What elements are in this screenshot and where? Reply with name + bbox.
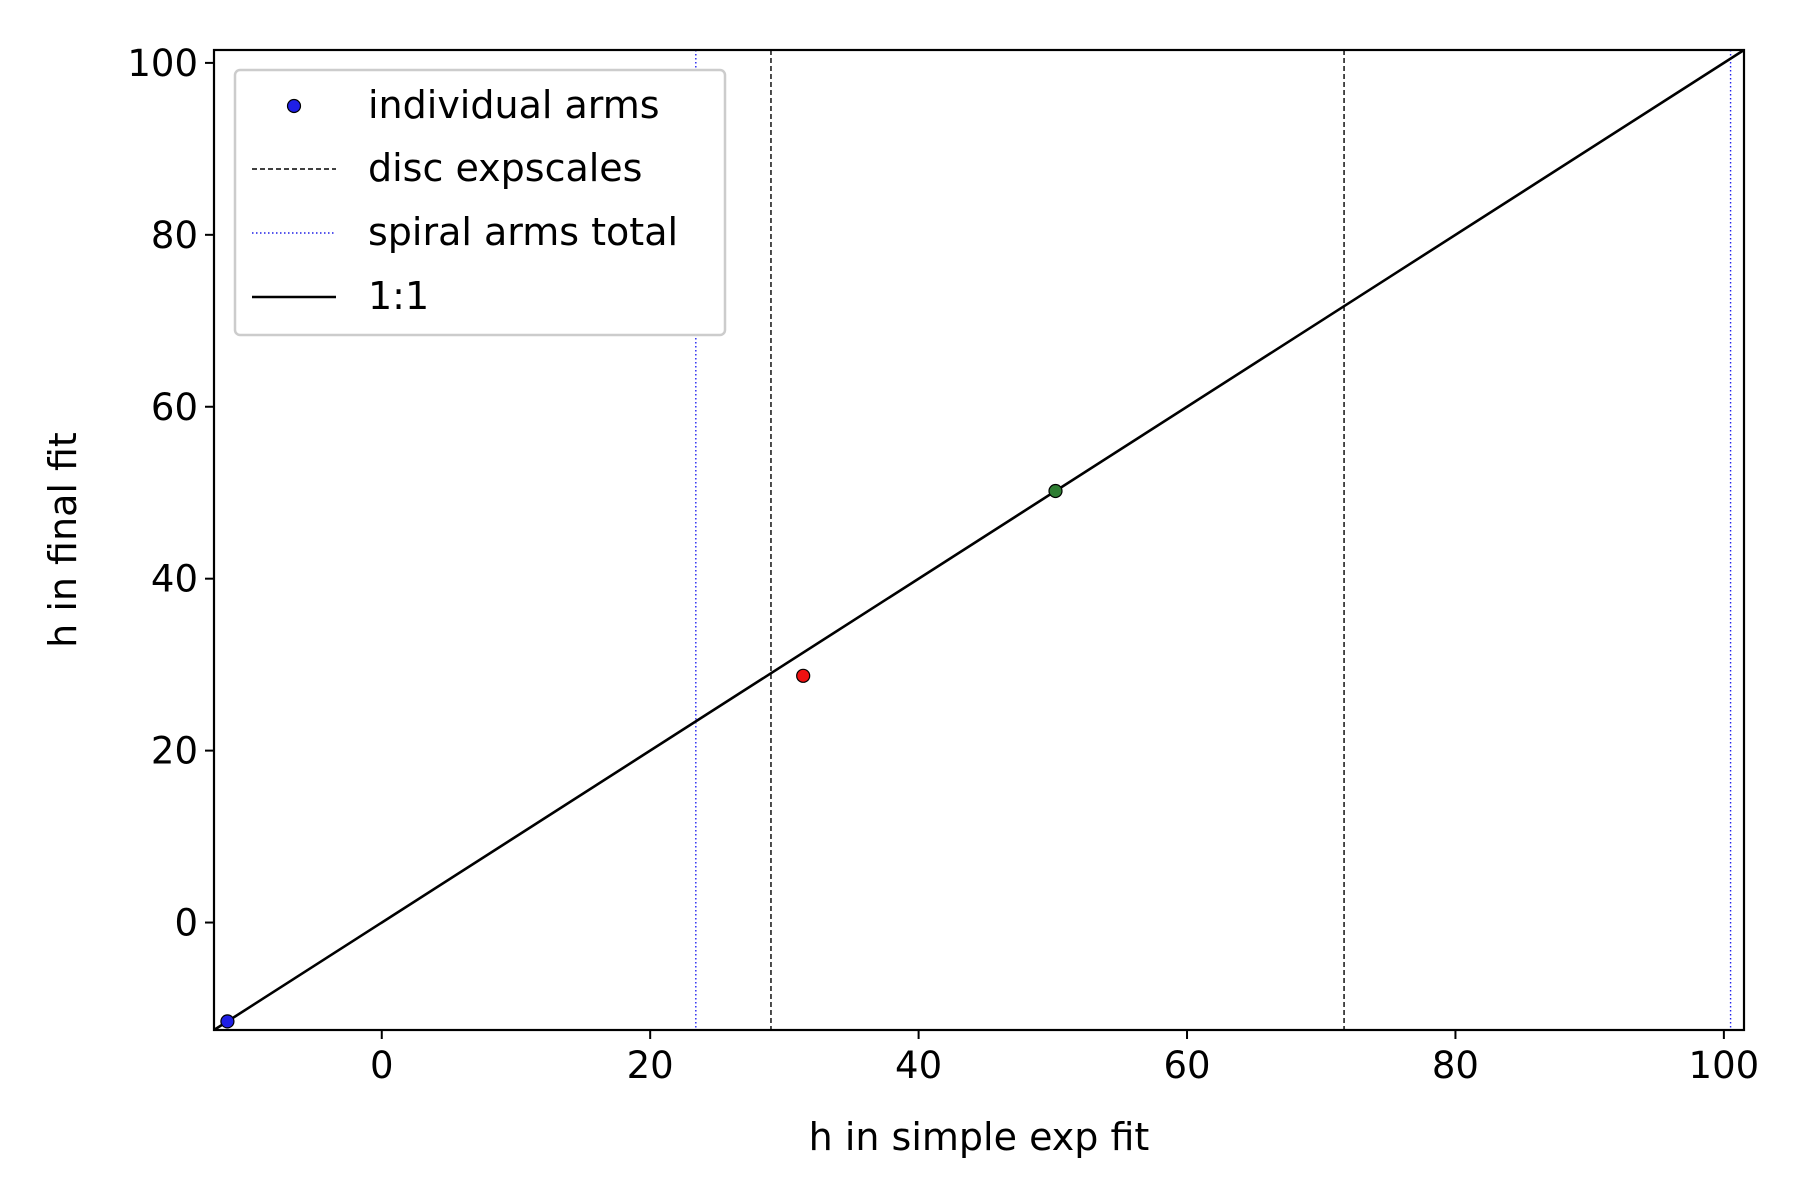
x-tick-label-80: 80 [1432, 1044, 1479, 1087]
legend-label-spiral-arms-total: spiral arms total [368, 210, 678, 254]
legend-label-disc-expscales: disc expscales [368, 146, 642, 190]
x-axis-ticks: 0 20 40 60 80 100 [370, 1030, 1759, 1087]
legend: individual arms disc expscales spiral ar… [233, 68, 727, 337]
legend-box [233, 68, 727, 337]
legend-label-individual-arms: individual arms [368, 83, 660, 127]
y-tick-label-40: 40 [151, 558, 198, 601]
x-tick-label-100: 100 [1689, 1044, 1760, 1087]
y-tick-label-60: 60 [151, 386, 198, 429]
x-tick-label-0: 0 [370, 1044, 394, 1087]
y-tick-label-80: 80 [151, 214, 198, 257]
one-to-one-line [213, 48, 1745, 1032]
data-point-2 [796, 668, 811, 683]
legend-key-marker [286, 98, 302, 114]
data-point-3 [1048, 483, 1063, 499]
one-to-one-line-group [213, 48, 1745, 1032]
x-tick-label-60: 60 [1163, 1044, 1210, 1087]
legend-label-one-to-one: 1:1 [368, 274, 429, 318]
x-tick-label-20: 20 [627, 1044, 674, 1087]
x-axis-label: h in simple exp fit [809, 1115, 1150, 1159]
y-tick-label-100: 100 [127, 42, 198, 85]
scatter-points [220, 483, 1063, 1029]
legend-keys [252, 98, 336, 299]
reference-lines [695, 50, 1732, 1030]
y-tick-label-20: 20 [151, 730, 198, 773]
y-axis-ticks: 0 20 40 60 80 100 [127, 42, 214, 945]
plot-frame [212, 48, 1746, 1032]
y-tick-label-0: 0 [174, 902, 198, 945]
y-axis-label: h in final fit [41, 432, 85, 648]
data-point-1 [220, 1014, 235, 1029]
x-tick-label-40: 40 [895, 1044, 942, 1087]
